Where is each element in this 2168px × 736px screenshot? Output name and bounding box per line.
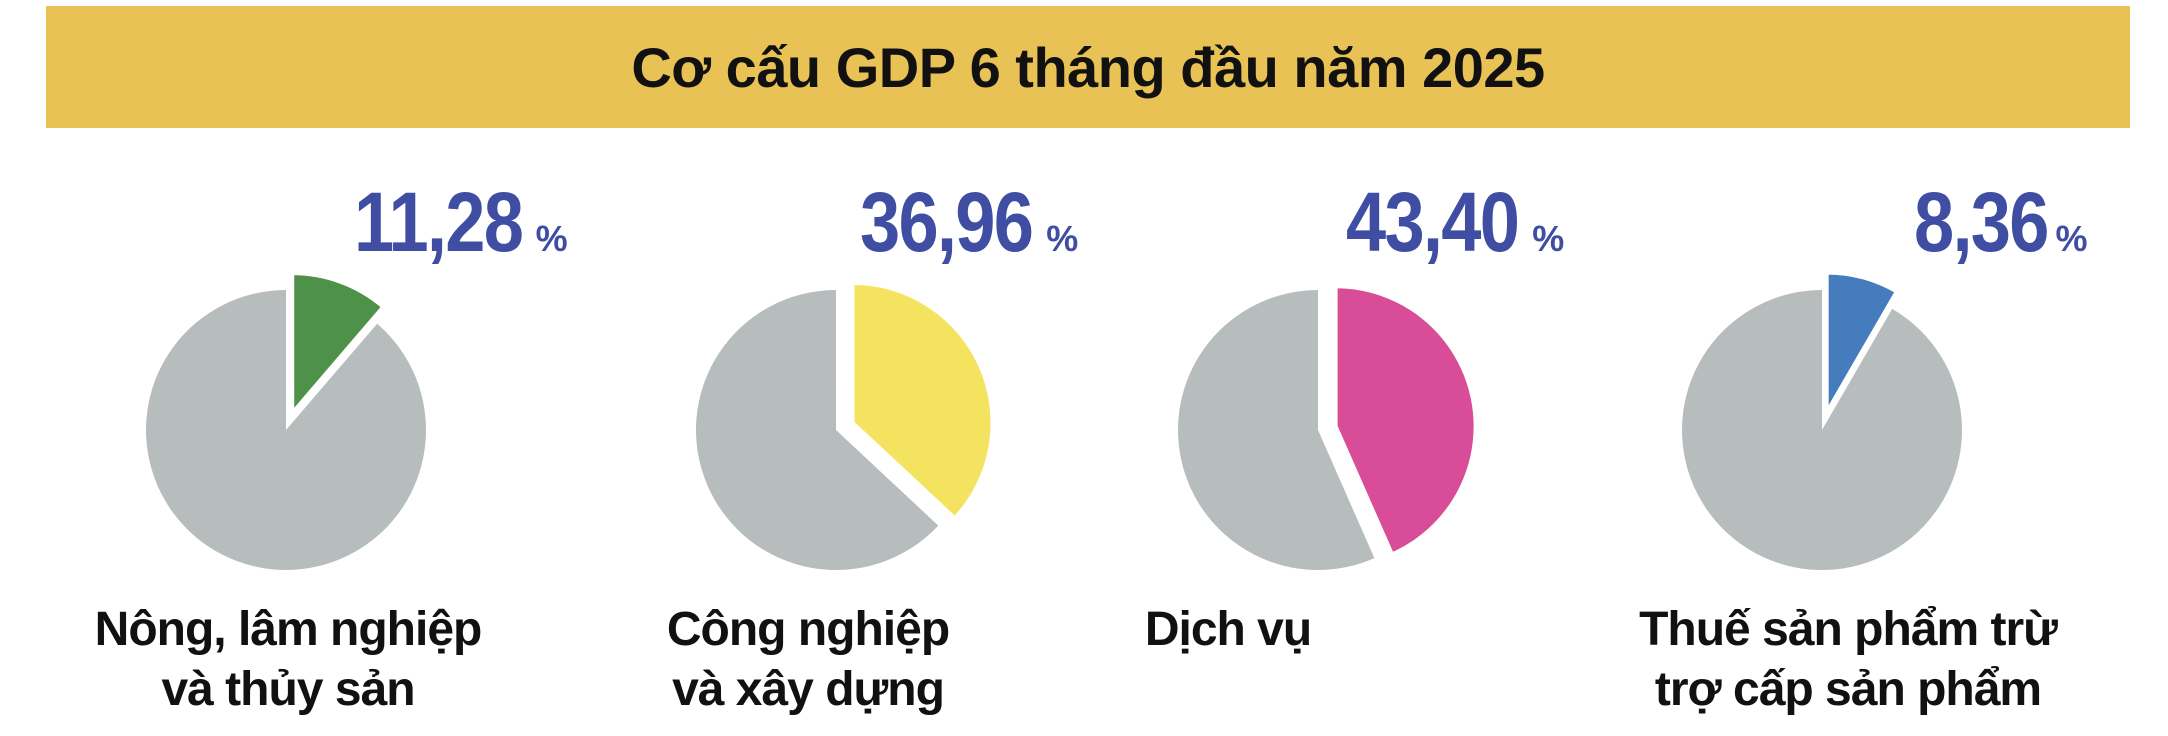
sector-label: Nông, lâm nghiệp và thủy sản <box>28 600 548 720</box>
percent-sign: % <box>1532 218 1565 259</box>
percent-sign: % <box>2055 218 2088 259</box>
pie-highlight-slice <box>290 271 387 419</box>
pie-panel-industry: 36,96% Công nghiệp và xây dựng <box>548 150 1078 736</box>
pie-panel-services: 43,40% Dịch vụ <box>1068 150 1588 736</box>
sector-label: Công nghiệp và xây dựng <box>548 600 1068 720</box>
pie-svg <box>1682 270 1962 570</box>
percent-value: 11,28 <box>354 175 524 269</box>
title-banner: Cơ cấu GDP 6 tháng đầu năm 2025 <box>46 6 2130 128</box>
sector-label-line: Nông, lâm nghiệp <box>94 603 483 656</box>
sector-label-line: Công nghiệp <box>666 603 950 656</box>
percent-label: 8,36% <box>1914 180 2088 264</box>
pie-remainder-slice <box>696 290 939 570</box>
sector-label-line: Dịch vụ <box>1144 603 1312 656</box>
pie-remainder-slice <box>1178 290 1375 570</box>
sector-label-line: và xây dựng <box>672 663 945 716</box>
pie-remainder-slice <box>146 290 426 570</box>
pie-svg <box>696 280 995 570</box>
sector-label-line: Thuế sản phẩm trừ <box>1639 603 2058 656</box>
percent-label: 36,96% <box>860 180 1078 264</box>
pie-highlight-slice <box>850 280 995 522</box>
percent-value: 43,40 <box>1346 175 1520 269</box>
pie-highlight-slice <box>1333 284 1478 558</box>
pie-highlight-slice <box>1824 270 1900 421</box>
pie-remainder-slice <box>1682 290 1962 570</box>
percent-value: 36,96 <box>860 175 1034 269</box>
pie-panel-taxes: 8,36% Thuế sản phẩm trừ trợ cấp sản phẩm <box>1588 150 2108 736</box>
sector-label: Dịch vụ <box>968 600 1488 660</box>
percent-sign: % <box>535 218 568 259</box>
sector-label: Thuế sản phẩm trừ trợ cấp sản phẩm <box>1588 600 2108 720</box>
chart-title: Cơ cấu GDP 6 tháng đầu năm 2025 <box>631 35 1545 99</box>
percent-label: 43,40% <box>1346 180 1564 264</box>
percent-label: 11,28% <box>354 180 568 264</box>
pie-svg <box>1178 284 1478 570</box>
pie-chart <box>1148 260 1488 600</box>
pie-panel-agriculture: 11,28% Nông, lâm nghiệp và thủy sản <box>28 150 568 736</box>
sector-label-line: trợ cấp sản phẩm <box>1654 663 2042 716</box>
pie-chart <box>116 260 456 600</box>
pie-svg <box>146 271 426 570</box>
pie-chart <box>666 260 1006 600</box>
pie-chart <box>1652 260 1992 600</box>
percent-value: 8,36 <box>1914 175 2049 269</box>
percent-sign: % <box>1046 218 1079 259</box>
sector-label-line: và thủy sản <box>161 663 415 716</box>
